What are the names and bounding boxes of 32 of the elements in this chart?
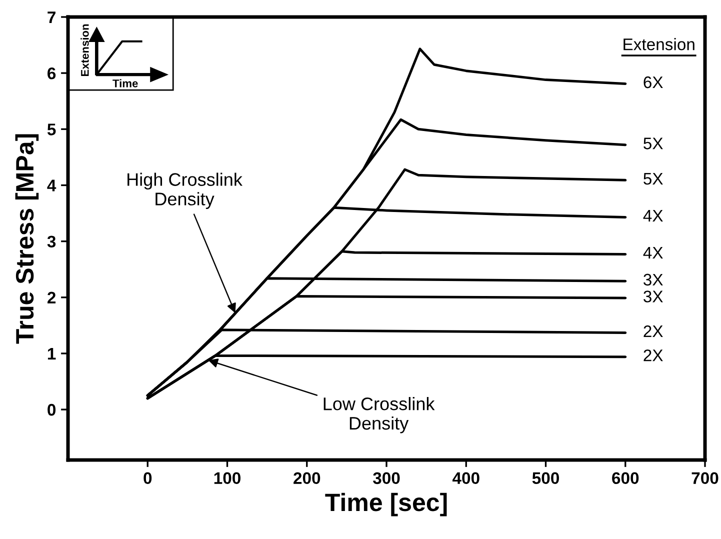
series-label: 5X — [644, 173, 663, 185]
y-tick-label: 7 — [48, 12, 56, 24]
series-label: 3X — [644, 290, 663, 302]
legend-title: Extension — [624, 38, 694, 50]
y-axis-title: True Stress [MPa] — [15, 134, 39, 344]
y-tick-label: 4 — [47, 180, 56, 192]
series-label: 3X — [644, 274, 663, 286]
series-label: 5X — [644, 138, 663, 150]
y-tick-label: 6 — [48, 67, 56, 80]
annotation: Low Crosslink Density — [324, 397, 435, 434]
x-tick-label: 500 — [532, 472, 559, 484]
x-tick-label: 200 — [294, 472, 320, 484]
x-tick-label: 0 — [144, 472, 152, 484]
x-tick-label: 600 — [612, 472, 639, 484]
x-tick-label: 700 — [692, 472, 718, 484]
y-tick-label: 3 — [47, 236, 56, 248]
y-tick-label: 2 — [48, 292, 56, 304]
y-tick-label: 5 — [47, 124, 56, 136]
y-tick-label: 0 — [48, 404, 56, 416]
series-label: 6X — [644, 76, 663, 88]
x-tick-label: 400 — [452, 472, 480, 484]
annotation: Time — [112, 79, 138, 88]
x-tick-label: 300 — [372, 472, 400, 484]
annotation: Extension — [80, 24, 89, 76]
x-axis-title: Time [sec] — [325, 492, 447, 516]
x-tick-label: 100 — [214, 472, 240, 484]
y-tick-label: 1 — [48, 348, 56, 360]
annotation: High Crosslink Density — [128, 172, 242, 209]
series-label: 2X — [644, 349, 663, 362]
series-label: 4X — [643, 247, 663, 259]
series-label: 2X — [644, 325, 663, 338]
series-label: 4X — [643, 210, 663, 222]
